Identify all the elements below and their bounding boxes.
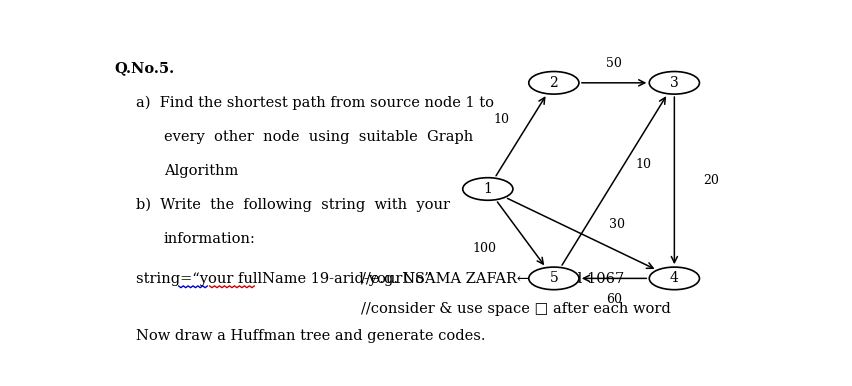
Text: //consider & use space □ after each word: //consider & use space □ after each word xyxy=(360,302,671,316)
Text: 30: 30 xyxy=(609,218,625,231)
Text: 10: 10 xyxy=(493,113,509,126)
Text: 10: 10 xyxy=(636,158,652,171)
Circle shape xyxy=(649,267,699,290)
Text: 100: 100 xyxy=(473,242,497,255)
Circle shape xyxy=(529,71,579,94)
Text: 1: 1 xyxy=(483,182,492,196)
Text: string=“your fullName 19-arid-yourNo”: string=“your fullName 19-arid-yourNo” xyxy=(135,272,431,286)
Text: 20: 20 xyxy=(703,174,718,187)
Circle shape xyxy=(463,178,513,200)
Circle shape xyxy=(529,267,579,290)
Text: 4: 4 xyxy=(670,271,679,285)
Text: 5: 5 xyxy=(550,271,558,285)
Text: information:: information: xyxy=(164,232,256,246)
Circle shape xyxy=(649,71,699,94)
Text: 2: 2 xyxy=(550,76,558,90)
Text: 60: 60 xyxy=(606,293,622,306)
Text: Algorithm: Algorithm xyxy=(164,164,239,178)
Text: Now draw a Huffman tree and generate codes.: Now draw a Huffman tree and generate cod… xyxy=(135,329,485,343)
Text: b)  Write  the  following  string  with  your: b) Write the following string with your xyxy=(135,198,450,212)
Text: Q.No.5.: Q.No.5. xyxy=(114,61,175,75)
Text: 3: 3 xyxy=(670,76,679,90)
Text: a)  Find the shortest path from source node 1 to: a) Find the shortest path from source no… xyxy=(135,95,493,110)
Text: every  other  node  using  suitable  Graph: every other node using suitable Graph xyxy=(164,130,473,144)
Text: //e.g. USAMA ZAFAR←19-arid-1067: //e.g. USAMA ZAFAR←19-arid-1067 xyxy=(360,272,624,286)
Text: 50: 50 xyxy=(606,57,622,70)
